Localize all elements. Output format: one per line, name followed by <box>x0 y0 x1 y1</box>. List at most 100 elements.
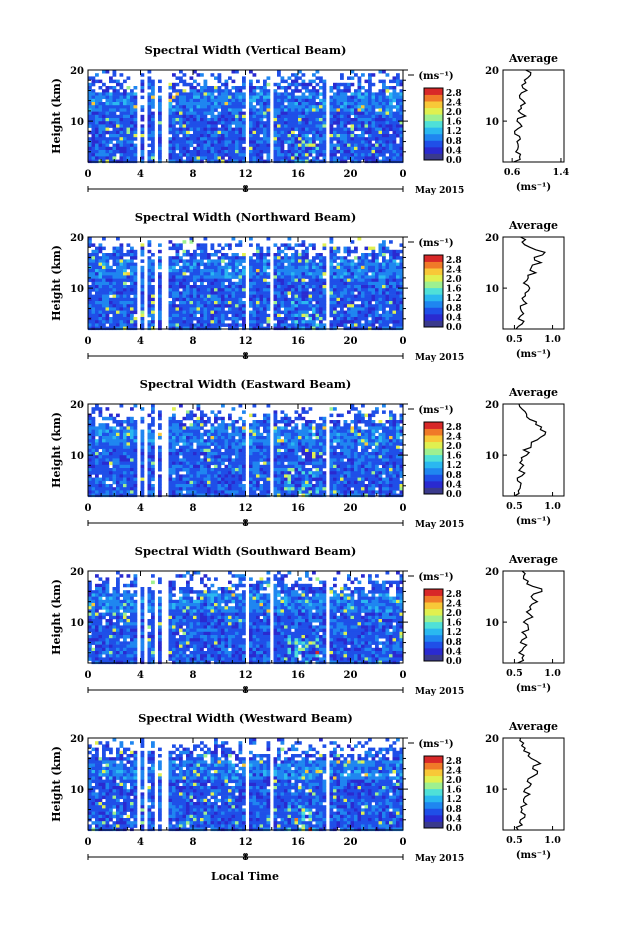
heatmap-cell <box>130 98 134 103</box>
heatmap-cell <box>186 471 190 475</box>
heatmap-cell <box>343 288 348 292</box>
heatmap-cell <box>203 477 208 482</box>
heatmap-cell <box>336 310 341 315</box>
heatmap-cell <box>172 265 176 270</box>
heatmap-cell <box>259 143 264 148</box>
heatmap-cell <box>112 137 117 141</box>
heatmap-cell <box>112 105 117 109</box>
heatmap-cell <box>186 320 190 324</box>
heatmap-cell <box>105 285 110 289</box>
heatmap-cell <box>347 143 351 148</box>
heatmap-cell <box>256 310 260 315</box>
heatmap-cell <box>273 118 278 122</box>
heatmap-cell <box>368 121 372 125</box>
heatmap-cell <box>343 259 348 263</box>
heatmap-cell <box>109 297 113 302</box>
heatmap-cell <box>168 146 173 151</box>
heatmap-cell <box>280 269 285 273</box>
heatmap-cell <box>382 291 386 295</box>
heatmap-cell <box>361 288 365 292</box>
heatmap-cell <box>354 95 358 100</box>
heatmap-cell <box>273 143 278 148</box>
heatmap-cell <box>179 269 183 273</box>
heatmap-cell <box>385 130 390 135</box>
heatmap-cell <box>378 92 383 96</box>
heatmap-cell <box>249 124 253 128</box>
heatmap-cell <box>235 146 239 151</box>
heatmap-cell <box>354 111 358 116</box>
heatmap-cell <box>273 275 278 279</box>
heatmap-cell <box>196 127 201 132</box>
heatmap-cell <box>210 134 215 138</box>
heatmap-cell <box>123 461 127 466</box>
heatmap-cell <box>210 150 215 154</box>
heatmap-cell <box>371 304 376 308</box>
heatmap-cell <box>102 114 106 119</box>
heatmap-cell <box>301 285 306 289</box>
heatmap-cell <box>235 86 239 90</box>
heatmap-cell <box>214 127 218 132</box>
heatmap-cell <box>189 323 194 327</box>
heatmap-cell <box>375 137 379 141</box>
heatmap-cell <box>203 323 208 327</box>
heatmap-cell <box>207 111 211 116</box>
heatmap-cell <box>287 134 292 138</box>
heatmap-cell <box>371 269 376 273</box>
heatmap-cell <box>186 140 190 144</box>
heatmap-cell <box>221 288 225 292</box>
heatmap-cell <box>259 275 264 279</box>
heatmap-cell <box>196 294 201 299</box>
heatmap-cell <box>214 121 218 125</box>
heatmap-cell <box>214 487 218 491</box>
heatmap-cell <box>200 317 204 321</box>
heatmap-cell <box>186 114 190 119</box>
heatmap-cell <box>291 310 295 315</box>
heatmap-cell <box>130 458 134 462</box>
heatmap-cell <box>266 307 271 311</box>
heatmap-cell <box>280 79 285 84</box>
heatmap-cell <box>151 407 155 411</box>
heatmap-cell <box>312 304 316 308</box>
heatmap-cell <box>357 98 362 103</box>
heatmap-cell <box>329 124 334 128</box>
heatmap-cell <box>217 153 222 157</box>
heatmap-cell <box>123 98 127 103</box>
heatmap-cell <box>280 98 285 103</box>
heatmap-cell <box>382 98 386 103</box>
heatmap-cell <box>266 281 271 286</box>
heatmap-cell <box>308 243 313 247</box>
heatmap-cell <box>312 285 316 289</box>
heatmap-cell <box>210 301 215 305</box>
heatmap-cell <box>217 269 222 273</box>
heatmap-cell <box>361 124 365 128</box>
heatmap-cell <box>396 291 400 295</box>
average-profile-line <box>513 69 532 163</box>
heatmap-cell <box>231 294 236 299</box>
heatmap-cell <box>168 102 173 106</box>
heatmap-cell <box>217 323 222 327</box>
heatmap-cell <box>189 452 194 456</box>
heatmap-cell <box>329 127 334 132</box>
heatmap-cell <box>399 146 404 151</box>
heatmap-cell <box>396 262 400 267</box>
heatmap-cell <box>133 297 138 302</box>
heatmap-cell <box>378 150 383 154</box>
heatmap-cell <box>238 121 243 125</box>
heatmap-cell <box>172 439 176 443</box>
heatmap-cell <box>336 159 341 164</box>
heatmap-cell <box>203 249 208 254</box>
heatmap-cell <box>140 471 145 475</box>
heatmap-cell <box>259 108 264 112</box>
heatmap-cell <box>280 320 285 324</box>
heatmap-cell <box>399 95 404 100</box>
heatmap-cell <box>266 262 271 267</box>
heatmap-cell <box>343 124 348 128</box>
heatmap-cell <box>357 259 362 263</box>
heatmap-cell <box>88 413 92 418</box>
heatmap-cell <box>347 111 351 116</box>
heatmap-cell <box>140 468 145 472</box>
heatmap-cell <box>385 118 390 122</box>
heatmap-cell <box>193 288 197 292</box>
heatmap-cell <box>214 114 218 119</box>
heatmap-cell <box>217 304 222 308</box>
